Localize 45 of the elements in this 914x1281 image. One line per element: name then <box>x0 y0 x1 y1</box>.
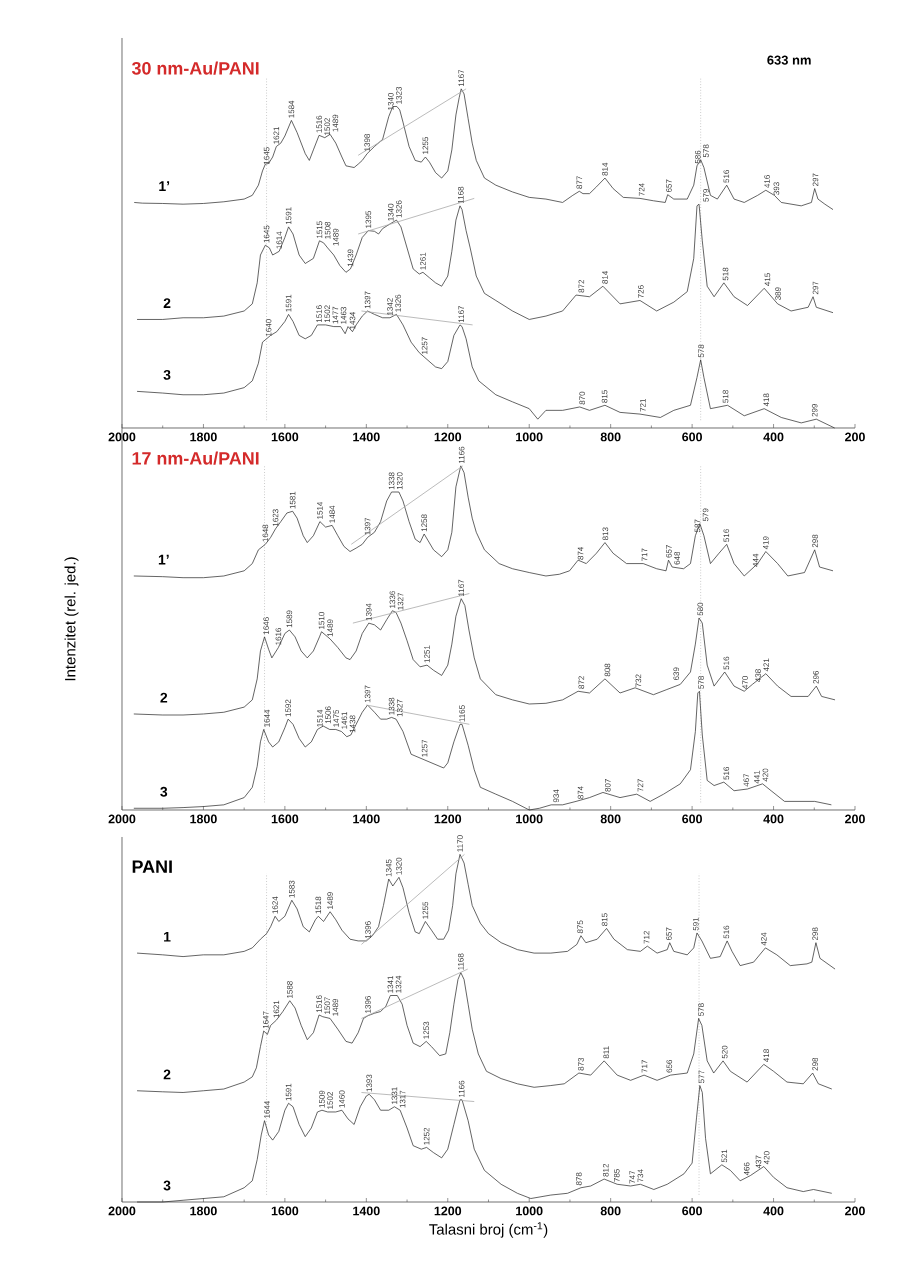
chart-title: 17 nm-Au/PANI <box>132 451 259 465</box>
x-tick-label: 1800 <box>190 432 217 442</box>
x-tick-label: 800 <box>600 1206 621 1216</box>
chart-title: 30 nm-Au/PANI <box>131 61 259 75</box>
x-axis-title: Talasni broj (cm$^{-1}$) <box>429 1222 548 1238</box>
x-tick-label: 1600 <box>271 814 299 824</box>
x-tick-label: 1000 <box>516 1206 543 1216</box>
series-label: 3 <box>160 786 168 797</box>
series-label: 1’ <box>159 181 170 191</box>
x-tick-label: 1200 <box>434 814 462 824</box>
series-label: 3 <box>163 1180 171 1191</box>
x-tick-label: 1600 <box>271 1206 299 1216</box>
x-tick-label: 800 <box>600 814 621 824</box>
series-label: 2 <box>163 298 171 308</box>
text: 633 nm <box>767 55 811 65</box>
series-label: 2 <box>160 692 168 703</box>
series-label: 1 <box>164 931 171 942</box>
series-label: 1’ <box>158 554 169 565</box>
x-tick-label: 1400 <box>353 814 380 824</box>
x-tick-label: 600 <box>682 814 702 824</box>
x-tick-label: 200 <box>845 1206 865 1216</box>
x-tick-label: 1800 <box>190 1206 217 1216</box>
x-tick-label: 1600 <box>271 432 299 442</box>
x-tick-label: 1800 <box>190 814 217 824</box>
x-tick-label: 400 <box>763 432 784 442</box>
x-tick-label: 400 <box>763 1206 784 1216</box>
x-tick-label: 1000 <box>516 814 543 824</box>
x-tick-label: 200 <box>845 432 865 442</box>
chart-title: PANI <box>132 860 172 873</box>
series-label: 3 <box>163 369 171 380</box>
x-tick-label: 2000 <box>108 432 136 442</box>
x-tick-label: 1400 <box>353 432 380 442</box>
x-tick-label: 1200 <box>434 432 462 442</box>
x-tick-label: 200 <box>845 814 865 824</box>
x-tick-label: 1200 <box>434 1206 462 1216</box>
x-tick-label: 600 <box>682 432 702 442</box>
x-tick-label: 2000 <box>108 1206 136 1216</box>
y-axis-title: Intenzitet (rel. jed.) <box>64 557 79 681</box>
x-tick-label: 2000 <box>108 814 136 824</box>
x-tick-label: 1000 <box>516 432 543 442</box>
x-tick-label: 600 <box>682 1206 702 1216</box>
series-label: 2 <box>163 1069 171 1080</box>
x-tick-label: 1400 <box>353 1206 380 1216</box>
x-tick-label: 800 <box>600 432 621 442</box>
x-tick-label: 400 <box>763 814 784 824</box>
